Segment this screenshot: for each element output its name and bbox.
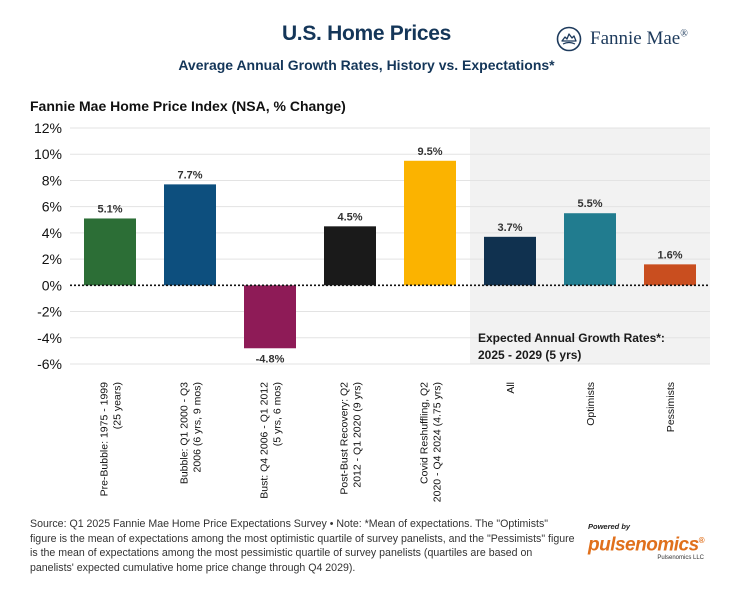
x-category-label: Pessimists <box>665 382 677 432</box>
pulsenomics-llc-label: Pulsenomics LLC <box>657 555 704 562</box>
bar-6 <box>484 236 536 286</box>
data-label: 3.7% <box>497 222 522 234</box>
pulsenomics-logo: pulsenomics® <box>588 534 705 556</box>
y-tick-label: 2% <box>42 251 62 267</box>
y-tick-label: 12% <box>34 120 62 136</box>
fannie-mae-brand: Fannie Mae® <box>556 26 688 52</box>
fannie-mae-wordmark: Fannie Mae® <box>590 28 688 49</box>
expectations-annotation: Expected Annual Growth Rates*: <box>478 331 665 345</box>
expectations-annotation: 2025 - 2029 (5 yrs) <box>478 348 581 362</box>
data-label: 5.5% <box>577 198 602 210</box>
x-category-label: Post-Bust Recovery: Q22012 - Q1 2020 (9 … <box>339 382 364 495</box>
pulsenomics-badge: Powered by pulsenomics® Pulsenomics LLC <box>588 522 718 561</box>
bar-3 <box>244 285 296 349</box>
x-category-label: Pre-Bubble: 1975 - 1999(25 years) <box>99 382 124 497</box>
data-label: -4.8% <box>256 353 285 365</box>
data-label: 7.7% <box>177 169 202 181</box>
bar-7 <box>564 213 616 286</box>
bar-chart: 12% 10% 8% 6% 4% 2% 0% -2% -4% -6% 5.1% 7.7% -4.8% 4.… <box>34 120 710 502</box>
bar-4 <box>324 226 376 286</box>
chart-subtitle: Average Annual Growth Rates, History vs.… <box>178 57 555 73</box>
bar-5 <box>404 160 456 286</box>
chart-heading: Fannie Mae Home Price Index (NSA, % Chan… <box>30 98 346 114</box>
bar-2 <box>164 184 216 286</box>
x-category-label: Optimists <box>585 382 597 426</box>
y-tick-label: 0% <box>42 277 62 293</box>
y-tick-label: 6% <box>42 199 62 215</box>
fannie-mae-logo-icon <box>556 26 582 52</box>
x-category-label: Covid Reshuffling, Q22020 - Q4 2024 (4.7… <box>419 382 444 502</box>
powered-by-label: Powered by <box>588 522 631 531</box>
y-tick-label: -2% <box>37 304 62 320</box>
y-tick-label: 8% <box>42 172 62 188</box>
y-tick-label: 4% <box>42 225 62 241</box>
x-category-label: Bust: Q4 2006 - Q1 2012(5 yrs, 6 mos) <box>259 382 284 499</box>
y-tick-label: 10% <box>34 146 62 162</box>
data-label: 4.5% <box>337 211 362 223</box>
data-label: 9.5% <box>417 146 442 158</box>
chart-title: U.S. Home Prices <box>281 22 452 45</box>
source-footnote: Source: Q1 2025 Fannie Mae Home Price Ex… <box>30 518 575 574</box>
x-category-label: Bubble: Q1 2000 - Q32006 (6 yrs, 9 mos) <box>179 382 204 484</box>
y-tick-label: -4% <box>37 330 62 346</box>
data-label: 1.6% <box>657 249 682 261</box>
bar-1 <box>84 218 136 286</box>
y-tick-label: -6% <box>37 356 62 372</box>
bar-8 <box>644 264 696 286</box>
x-category-label: All <box>505 382 517 394</box>
data-label: 5.1% <box>97 203 122 215</box>
